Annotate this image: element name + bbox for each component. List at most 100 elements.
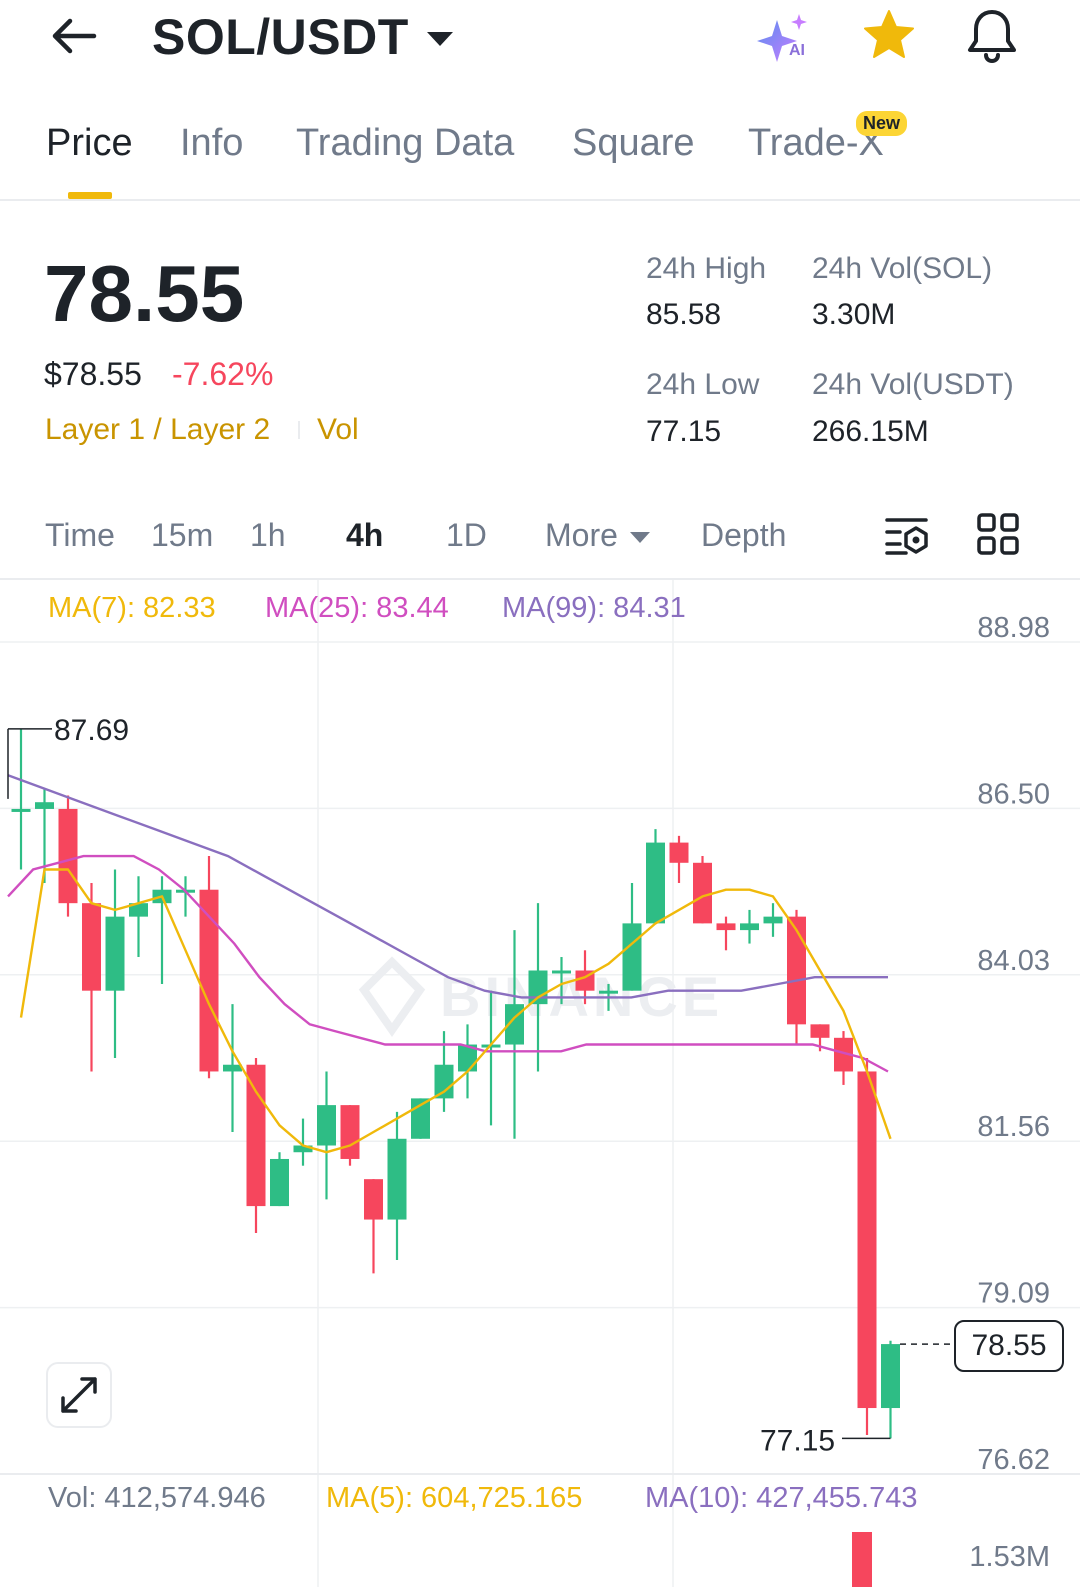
tag-layer[interactable]: Layer 1 / Layer 2 (45, 413, 271, 446)
candle-up (387, 1138, 407, 1220)
candle-down (364, 1179, 383, 1220)
candle-down (82, 903, 101, 991)
candle-up (11, 808, 31, 812)
svg-text:AI: AI (789, 42, 805, 59)
candle-down (340, 1105, 360, 1159)
y-tick-label: 81.56 (977, 1111, 1050, 1143)
candle-up (528, 970, 548, 1005)
ai-sparkle-icon: AI (757, 14, 807, 62)
ai-button[interactable]: AI (755, 8, 815, 64)
back-button[interactable] (48, 10, 100, 62)
candle-up (434, 1064, 454, 1099)
candle-up (129, 903, 148, 917)
y-tick-label: 76.62 (977, 1444, 1050, 1476)
candle-down (787, 916, 806, 1025)
stat-vol-base-label: 24h Vol(SOL) (812, 252, 993, 285)
arrow-left-icon (52, 18, 97, 54)
candle-up (270, 1158, 289, 1207)
interval-4h[interactable]: 4h (346, 517, 384, 553)
stat-high-label: 24h High (646, 252, 767, 285)
ma99-line (7, 774, 888, 999)
tab-info[interactable]: Info (180, 122, 244, 164)
candle-down (716, 923, 736, 931)
bell-icon (968, 10, 1016, 64)
interval-1d[interactable]: 1D (446, 517, 487, 553)
candle-up (646, 842, 665, 924)
stat-vol-quote-label: 24h Vol(USDT) (812, 368, 1014, 401)
favorite-button[interactable] (862, 8, 916, 62)
interval-time[interactable]: Time (45, 517, 115, 553)
grid-layout-icon (977, 513, 1019, 555)
ma7-line (19, 868, 892, 1154)
tab-price[interactable]: Price (46, 122, 133, 164)
low-annotation: 77.15 (760, 1424, 835, 1457)
candle-down (246, 1064, 266, 1207)
ma25-line (7, 854, 889, 1073)
candlestick-chart[interactable]: 88.9886.5084.0381.5679.0976.62BINANCE87.… (0, 580, 1080, 1587)
candle-up (35, 802, 54, 809)
candle-down (669, 842, 689, 863)
interval-more-label: More (545, 517, 618, 553)
candle-up (317, 1105, 336, 1146)
stat-vol-quote-value: 266.15M (812, 415, 929, 448)
layout-button[interactable] (976, 512, 1020, 556)
usd-price: $78.55 (44, 356, 142, 392)
tabs-divider (0, 199, 1080, 201)
star-icon (864, 10, 914, 58)
tag-vol[interactable]: Vol (317, 413, 359, 446)
y-tick-label: 86.50 (977, 778, 1050, 810)
stat-vol-base-value: 3.30M (812, 298, 896, 331)
volume-bar (852, 1532, 872, 1587)
interval-15m[interactable]: 15m (151, 517, 214, 553)
candle-up (622, 923, 642, 991)
high-annotation: 87.69 (54, 714, 129, 747)
alert-button[interactable] (964, 6, 1020, 64)
volume-axis-label: 1.53M (969, 1541, 1050, 1573)
candle-down (199, 889, 219, 1072)
candle-down (693, 862, 712, 924)
change-percent: -7.62% (172, 356, 274, 392)
interval-depth[interactable]: Depth (701, 517, 787, 553)
interval-divider (0, 578, 1080, 580)
stat-high-value: 85.58 (646, 298, 722, 331)
candle-up (763, 916, 783, 924)
candle-up (552, 970, 571, 974)
new-badge: New (856, 111, 908, 136)
caret-down-icon (426, 32, 453, 46)
watermark-logo (358, 956, 426, 1037)
last-price-marker: 78.55 (954, 1320, 1064, 1372)
chart-settings-icon (885, 518, 928, 555)
caret-down-icon (629, 532, 650, 544)
volume-ma5-legend: MA(5): 604,725.165 (326, 1482, 583, 1514)
candle-up (740, 923, 759, 931)
stat-low-value: 77.15 (646, 415, 722, 448)
interval-1h[interactable]: 1h (250, 517, 286, 553)
candle-up (881, 1344, 900, 1409)
high-marker-line (7, 728, 52, 799)
candle-down (810, 1024, 830, 1038)
chart-settings-button[interactable] (884, 512, 930, 558)
candle-down (834, 1037, 853, 1072)
tab-trading-data[interactable]: Trading Data (296, 122, 515, 164)
tag-separator (298, 421, 300, 439)
candle-down (58, 808, 78, 904)
volume-ma10-legend: MA(10): 427,455.743 (645, 1482, 918, 1514)
y-tick-label: 84.03 (977, 945, 1050, 977)
y-tick-label: 79.09 (977, 1278, 1050, 1310)
stat-low-label: 24h Low (646, 368, 760, 401)
last-price: 78.55 (44, 249, 245, 338)
expand-arrows-icon (61, 1377, 97, 1413)
ma7-legend: MA(7): 82.33 (48, 592, 216, 624)
candle-up (223, 1064, 242, 1072)
fullscreen-button[interactable] (46, 1362, 112, 1428)
active-tab-indicator (68, 192, 112, 199)
candle-up (293, 1145, 313, 1153)
interval-more[interactable]: More (545, 517, 650, 554)
pair-title: SOL/USDT (152, 9, 409, 65)
y-tick-label: 88.98 (977, 612, 1050, 644)
tab-square[interactable]: Square (572, 122, 695, 164)
candle-up (599, 990, 618, 994)
pair-selector[interactable]: SOL/USDT (152, 8, 453, 66)
ma25-legend: MA(25): 83.44 (265, 592, 449, 624)
candle-down (857, 1071, 877, 1409)
